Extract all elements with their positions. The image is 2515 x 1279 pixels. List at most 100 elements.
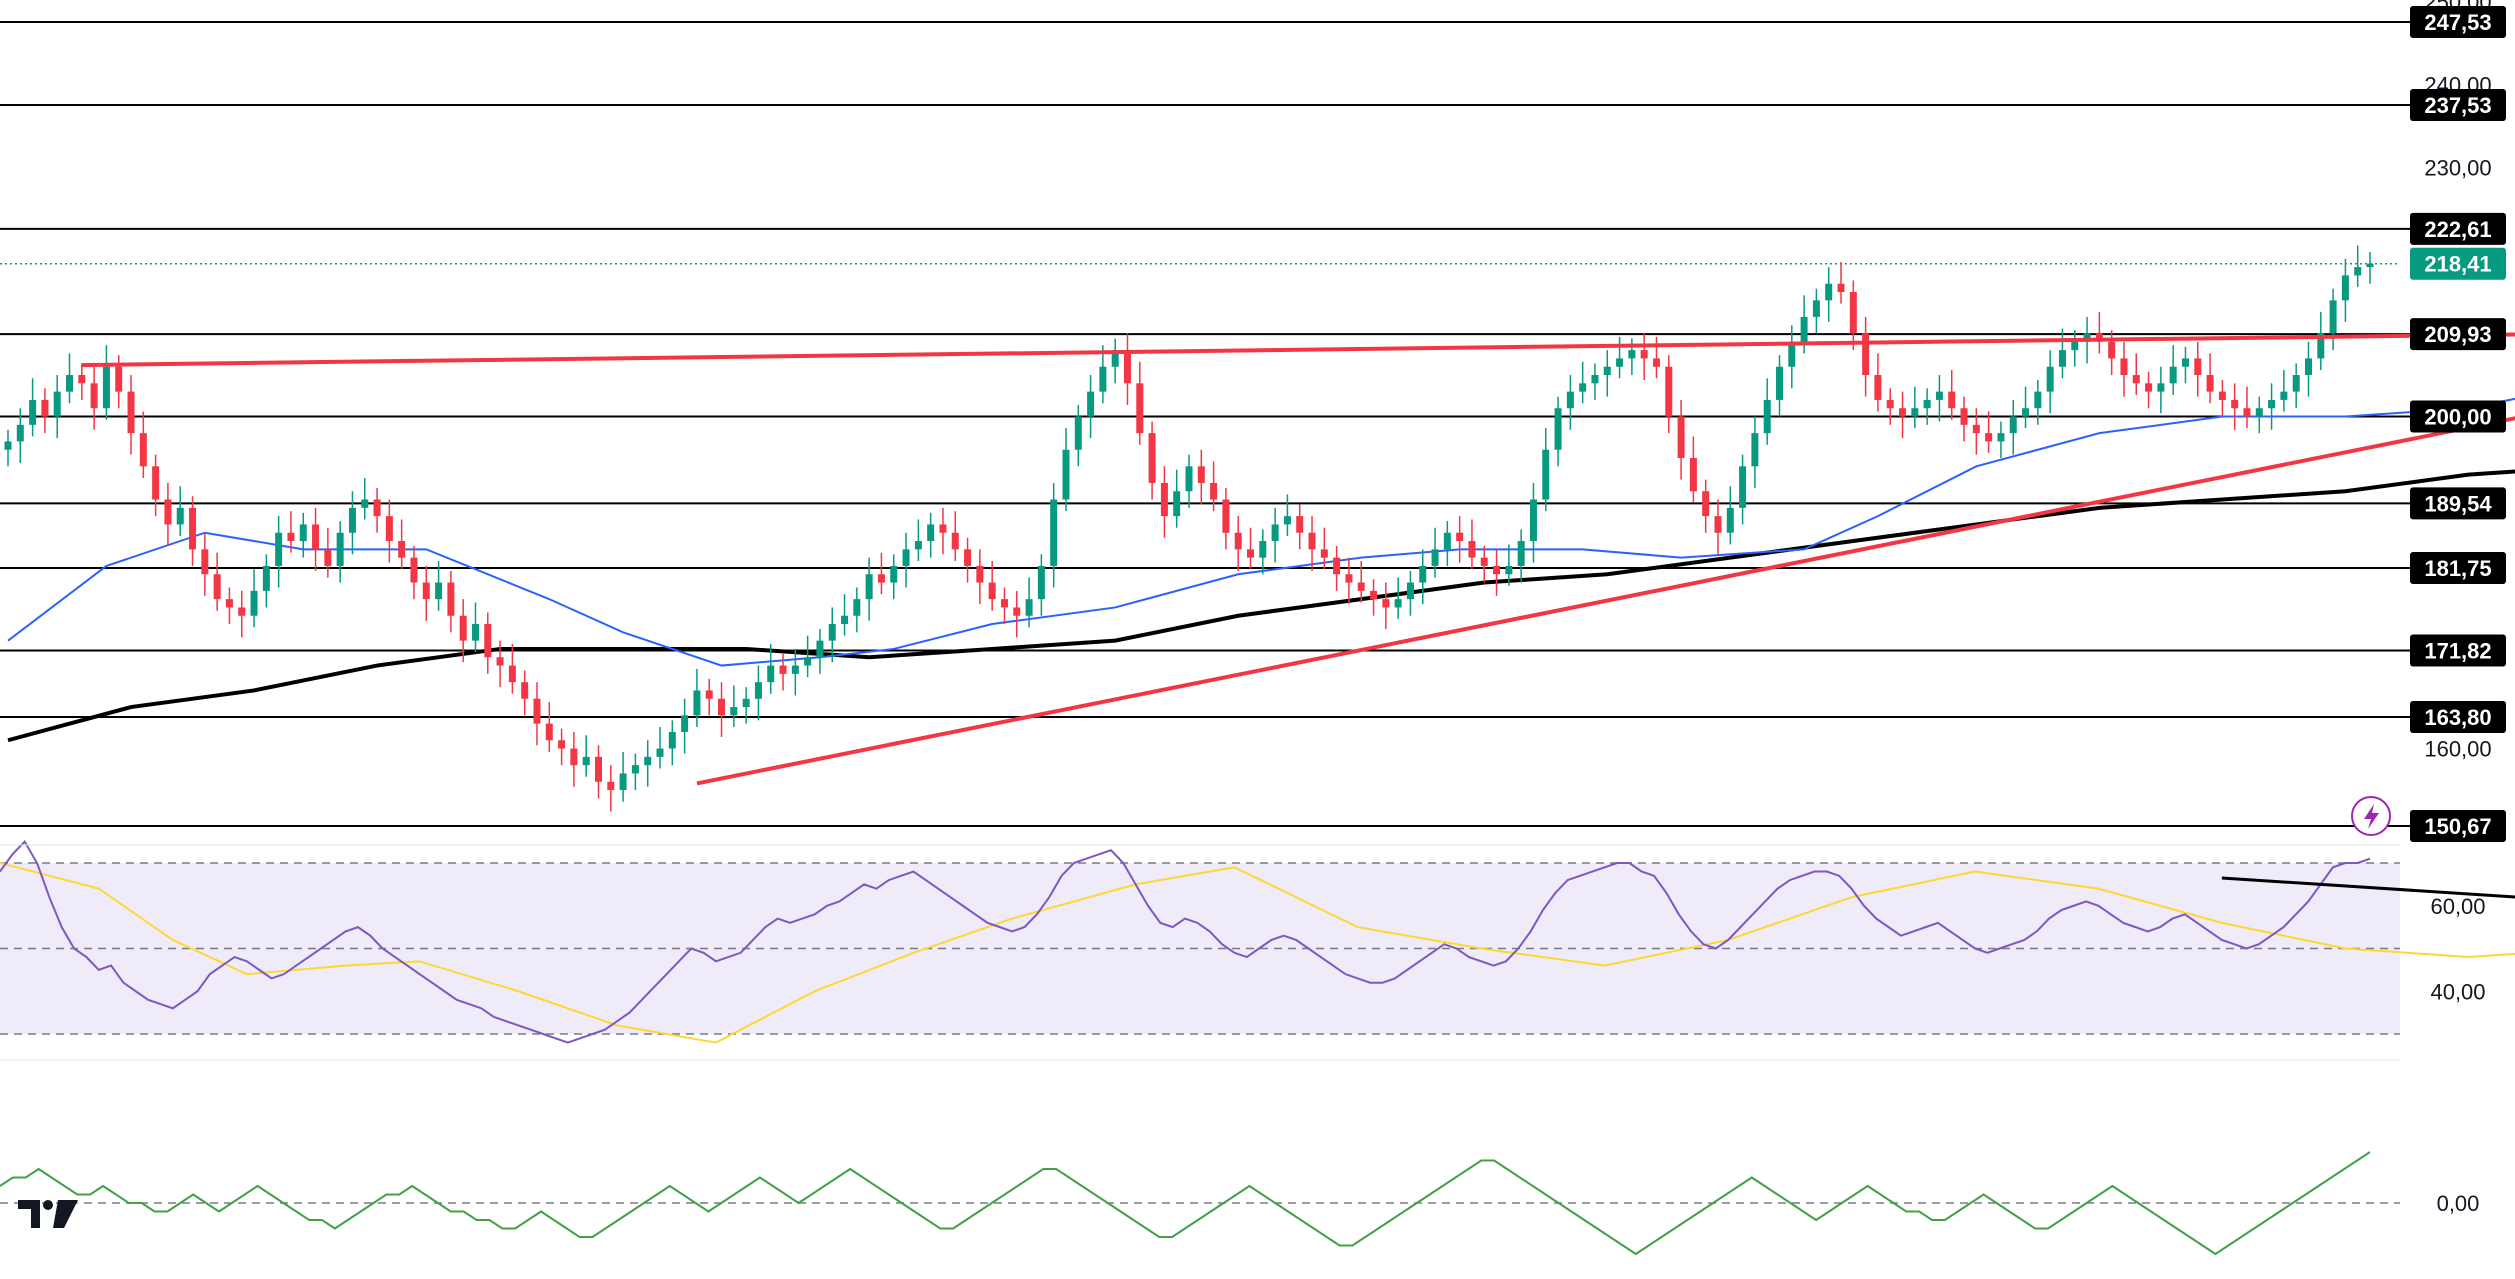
- candle-body: [2268, 399, 2276, 409]
- candle-body: [361, 499, 369, 508]
- last-price-badge-label: 218,41: [2424, 252, 2491, 277]
- candle-body: [1013, 607, 1021, 616]
- candle-body: [865, 574, 873, 600]
- candle-body: [644, 756, 652, 766]
- candle-body: [1837, 283, 1845, 293]
- candle-body: [1271, 524, 1279, 542]
- candle-body: [1357, 582, 1365, 591]
- level-badge-bg: [2410, 810, 2506, 842]
- candle-body: [2009, 416, 2017, 434]
- candle-body: [213, 574, 221, 600]
- candle-body: [2243, 408, 2251, 417]
- candle-body: [1296, 516, 1304, 533]
- candle-body: [1419, 565, 1427, 583]
- level-badge-label: 189,54: [2424, 491, 2492, 516]
- candle-body: [336, 532, 344, 566]
- candle-body: [1050, 499, 1058, 566]
- candle-body: [2317, 333, 2325, 359]
- oscillator-zero-label: 0,00: [2437, 1191, 2480, 1216]
- candle-body: [521, 682, 529, 699]
- candle-body: [1825, 283, 1833, 301]
- candle-body: [1000, 599, 1008, 608]
- candle-body: [2255, 408, 2263, 417]
- candle-body: [1160, 482, 1168, 517]
- candle-body: [422, 582, 430, 600]
- level-badge-bg: [2410, 552, 2506, 585]
- candle-body: [1579, 383, 1587, 392]
- candle-body: [152, 466, 160, 500]
- level-badge-label: 222,61: [2424, 217, 2491, 242]
- candle-body: [447, 582, 455, 616]
- level-badge-bg: [2410, 212, 2506, 245]
- candle-body: [1776, 366, 1783, 400]
- candle-body: [804, 657, 812, 666]
- candle-body: [988, 582, 996, 600]
- candle-body: [238, 607, 246, 616]
- candle-body: [1087, 391, 1095, 417]
- candle-body: [16, 424, 24, 442]
- ma-blue-path: [7, 397, 2515, 667]
- candle-body: [115, 366, 123, 392]
- candle-body: [1702, 491, 1710, 517]
- flash-icon[interactable]: [2351, 796, 2391, 836]
- candle-body: [1480, 557, 1488, 566]
- candle-body: [1763, 399, 1771, 434]
- level-badge-label: 181,75: [2424, 556, 2491, 581]
- trendline: [696, 416, 2515, 786]
- candle-body: [767, 665, 775, 683]
- candle-body: [533, 698, 541, 724]
- candle-body: [1185, 466, 1193, 492]
- candle-body: [668, 731, 676, 749]
- candle-body: [1382, 599, 1390, 608]
- candle-body: [1997, 433, 2005, 442]
- candle-body: [964, 549, 972, 566]
- candle-body: [1406, 582, 1414, 600]
- candle-body: [1345, 574, 1353, 583]
- candle-body: [1603, 366, 1611, 376]
- candle-body: [496, 657, 504, 666]
- price-tick-label: 160,00: [2424, 737, 2491, 762]
- candle-body: [1394, 599, 1402, 608]
- candle-body: [90, 383, 98, 409]
- candle-body: [2046, 366, 2054, 392]
- candle-body: [1591, 375, 1599, 384]
- candle-body: [275, 532, 283, 566]
- price-tick-label: 230,00: [2424, 156, 2491, 181]
- candle-body: [1111, 350, 1119, 367]
- candle-body: [890, 565, 898, 583]
- candle-body: [66, 375, 74, 392]
- candle-body: [164, 499, 172, 525]
- level-badge-label: 209,93: [2424, 322, 2491, 347]
- candle-body: [841, 615, 849, 625]
- candle-body: [348, 507, 356, 533]
- candle-body: [816, 640, 824, 658]
- candle-body: [619, 773, 627, 791]
- candle-body: [1062, 449, 1070, 500]
- candle-body: [262, 565, 270, 591]
- candle-body: [2132, 375, 2140, 384]
- rsi-trendline: [2221, 876, 2515, 899]
- tradingview-logo[interactable]: [18, 1196, 84, 1236]
- candle-body: [545, 723, 553, 741]
- candle-body: [2108, 341, 2116, 359]
- candle-body: [1431, 549, 1439, 566]
- candle-body: [435, 582, 443, 600]
- candle-body: [1333, 557, 1341, 575]
- candle-body: [1505, 565, 1513, 575]
- candle-body: [508, 665, 516, 683]
- candle-body: [927, 524, 935, 542]
- candle-body: [102, 366, 110, 409]
- candle-body: [1517, 541, 1525, 566]
- candle-body: [1751, 433, 1759, 467]
- candle-body: [1874, 375, 1882, 400]
- rsi-tick-label: 40,00: [2430, 979, 2485, 1004]
- candle-body: [1812, 300, 1820, 317]
- rsi-tick-label: 60,00: [2430, 894, 2485, 919]
- candle-body: [877, 574, 885, 583]
- candle-body: [287, 532, 295, 542]
- ma-blue-line: [7, 397, 2515, 667]
- candle-body: [693, 690, 701, 716]
- candle-body: [1222, 499, 1230, 533]
- candle-body: [1308, 532, 1316, 550]
- candle-body: [1037, 565, 1045, 600]
